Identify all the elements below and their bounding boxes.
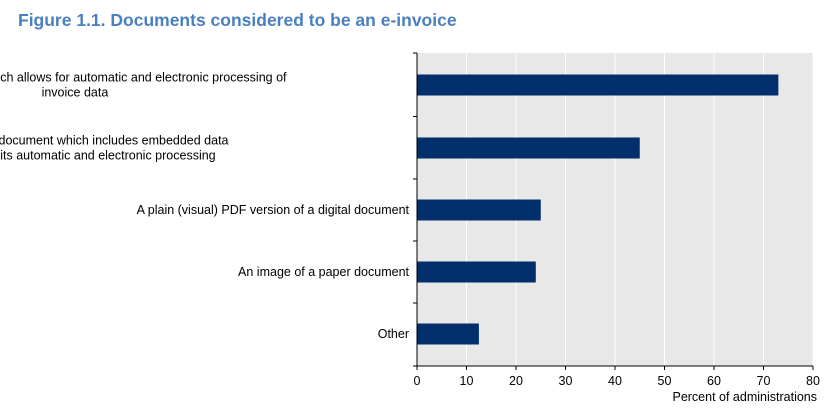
x-tick-label: 70	[757, 374, 771, 388]
category-label-line: structures that allow for its automatic …	[0, 149, 216, 163]
x-axis-title: Percent of administrations	[672, 390, 817, 404]
x-tick-label: 60	[707, 374, 721, 388]
page-title: Figure 1.1. Documents considered to be a…	[18, 10, 457, 30]
category-label-line: A PDF version of a digital document whic…	[0, 134, 229, 148]
bar	[417, 323, 479, 345]
category-label-line: invoice data	[42, 86, 109, 100]
x-tick-label: 30	[559, 374, 573, 388]
category-label: A plain (visual) PDF version of a digita…	[137, 203, 410, 217]
category-label: An image of a paper document	[238, 265, 409, 279]
bar	[417, 261, 536, 283]
category-label: Other	[378, 327, 409, 341]
x-tick-label: 10	[460, 374, 474, 388]
bar	[417, 199, 541, 221]
bars	[417, 74, 779, 345]
axes	[413, 52, 814, 370]
category-label: A structured data set which allows for a…	[0, 71, 287, 100]
bar	[417, 74, 779, 96]
category-label: A PDF version of a digital document whic…	[0, 134, 229, 163]
x-tick-label: 0	[414, 374, 421, 388]
x-tick-label: 40	[608, 374, 622, 388]
category-labels: A structured data set which allows for a…	[0, 71, 410, 342]
x-tick-label: 20	[509, 374, 523, 388]
x-tick-label: 50	[658, 374, 672, 388]
category-label-line: A structured data set which allows for a…	[0, 71, 287, 85]
x-tick-label: 80	[806, 374, 820, 388]
bar	[417, 137, 640, 159]
x-tick-labels: 0 10 20 30 40 50 60 70 80	[414, 374, 820, 388]
